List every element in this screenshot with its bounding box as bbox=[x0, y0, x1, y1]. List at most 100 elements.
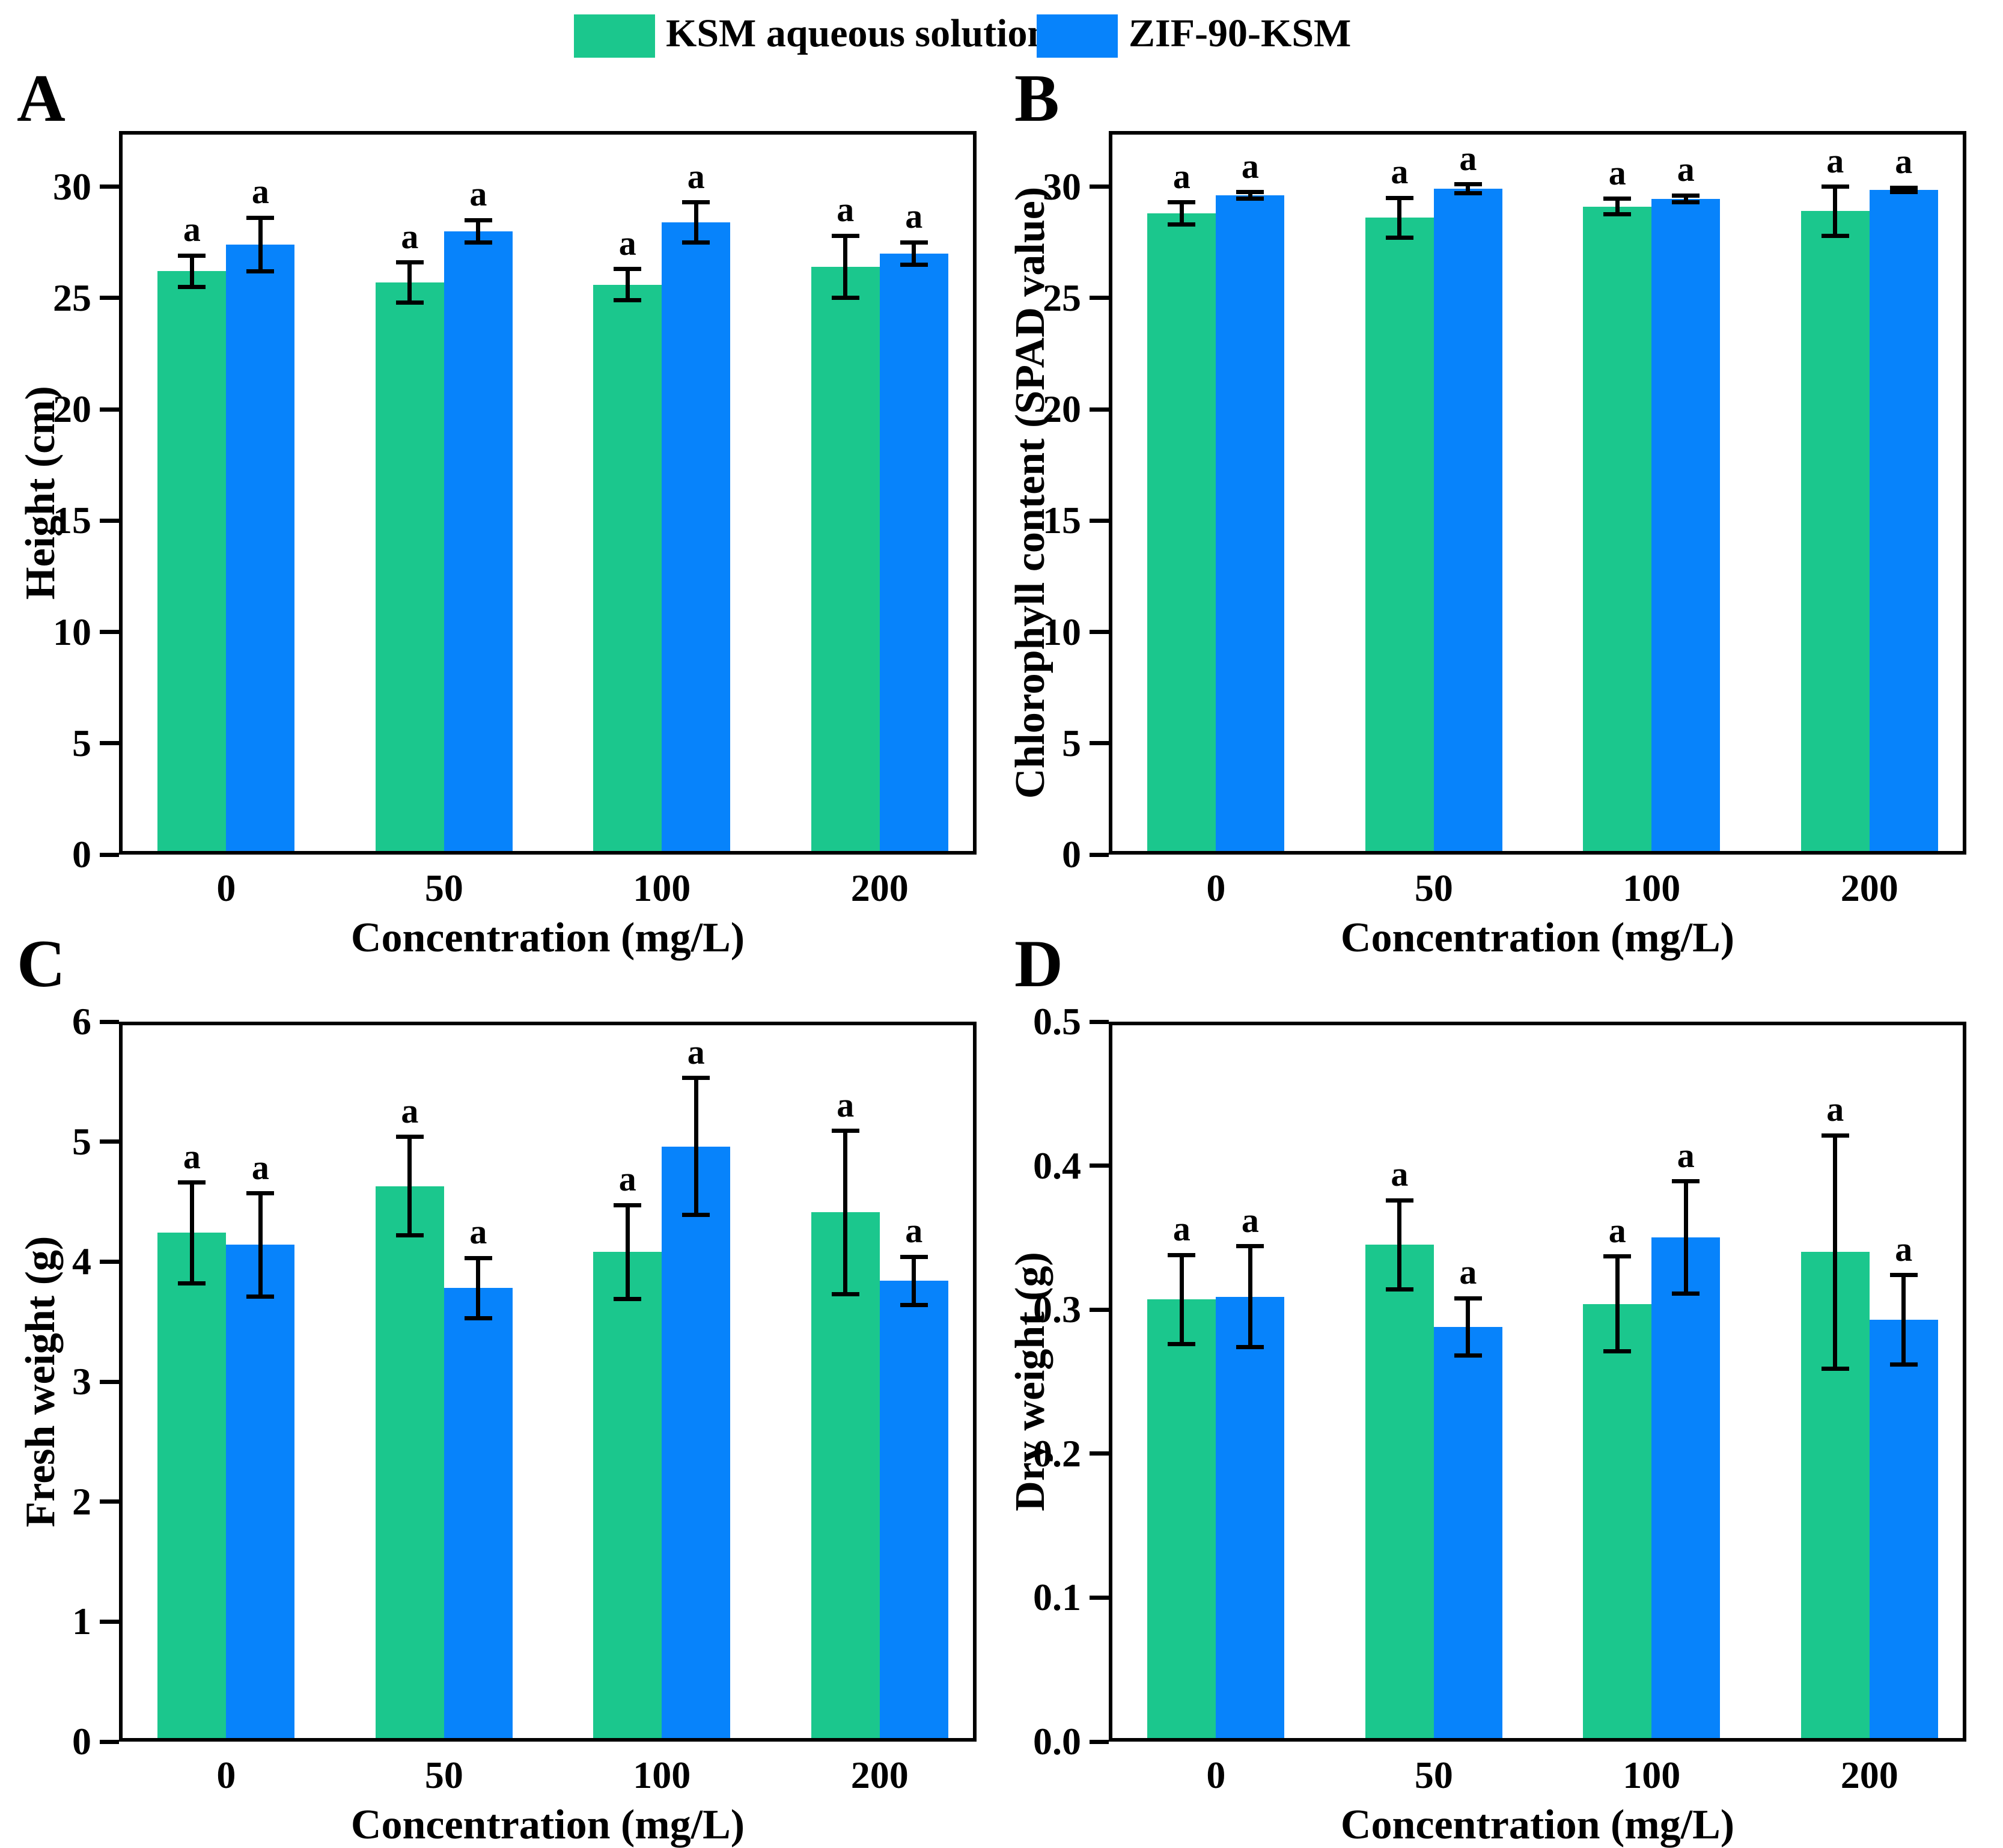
y-tick-label: 2 bbox=[72, 1480, 91, 1523]
x-tick-label: 0 bbox=[216, 1754, 236, 1796]
bar-C-ksm-200 bbox=[811, 1212, 880, 1742]
error-bar bbox=[1833, 1135, 1838, 1369]
y-tick-mark bbox=[1090, 296, 1109, 300]
panel-letter-B: B bbox=[1014, 61, 1059, 136]
y-tick-mark bbox=[100, 1499, 119, 1504]
significance-label: a bbox=[1172, 1209, 1191, 1249]
bar-D-ksm-100 bbox=[1583, 1304, 1652, 1742]
error-bar-cap-top bbox=[1454, 182, 1482, 187]
significance-label: a bbox=[251, 172, 269, 212]
legend-color-swatch-zif bbox=[1037, 14, 1118, 58]
panel-letter-D: D bbox=[1014, 927, 1063, 1001]
error-bar bbox=[1615, 1256, 1620, 1352]
error-bar-cap-bottom bbox=[614, 1296, 642, 1301]
bar-A-ksm-100 bbox=[593, 284, 662, 855]
y-tick-mark bbox=[100, 1259, 119, 1264]
error-bar bbox=[407, 1136, 412, 1236]
significance-label: a bbox=[837, 190, 855, 230]
significance-label: a bbox=[1895, 142, 1913, 181]
error-bar-cap-top bbox=[831, 1129, 859, 1133]
bar-D-zif-200 bbox=[1869, 1319, 1938, 1742]
error-bar-cap-bottom bbox=[1236, 1344, 1264, 1349]
bar-C-ksm-0 bbox=[157, 1233, 227, 1742]
error-bar bbox=[189, 255, 194, 287]
x-tick-label: 200 bbox=[1840, 1754, 1898, 1796]
error-bar-cap-bottom bbox=[900, 1302, 928, 1307]
plot-box-C bbox=[119, 1022, 977, 1742]
y-tick-mark bbox=[1090, 407, 1109, 412]
bar-B-zif-0 bbox=[1216, 195, 1285, 855]
x-tick-label: 50 bbox=[424, 1754, 463, 1796]
y-tick-mark bbox=[100, 1739, 119, 1744]
error-bar bbox=[258, 1193, 263, 1297]
error-bar-cap-top bbox=[1672, 193, 1700, 198]
error-bar-cap-bottom bbox=[1603, 212, 1632, 217]
y-tick-label: 5 bbox=[72, 1120, 91, 1163]
bar-B-ksm-0 bbox=[1147, 213, 1216, 855]
error-bar-cap-bottom bbox=[1385, 236, 1413, 240]
bar-B-ksm-50 bbox=[1365, 218, 1434, 855]
error-bar bbox=[189, 1182, 194, 1284]
bar-C-zif-200 bbox=[879, 1281, 948, 1742]
y-tick-mark bbox=[100, 1379, 119, 1384]
x-tick-label: 100 bbox=[1623, 1754, 1681, 1796]
error-bar-cap-top bbox=[1236, 190, 1264, 195]
error-bar bbox=[1179, 1255, 1184, 1344]
error-bar-cap-bottom bbox=[395, 1233, 424, 1237]
bar-A-zif-50 bbox=[444, 231, 513, 855]
significance-label: a bbox=[618, 1159, 636, 1199]
x-axis-title-D: Concentration (mg/L) bbox=[1340, 1802, 1735, 1848]
significance-label: a bbox=[905, 1211, 923, 1251]
bar-C-zif-50 bbox=[444, 1288, 513, 1742]
error-bar-cap-top bbox=[1821, 184, 1849, 189]
significance-label: a bbox=[1826, 141, 1844, 180]
x-tick-label: 50 bbox=[1414, 867, 1453, 909]
error-bar-cap-bottom bbox=[831, 1291, 859, 1296]
bar-D-zif-0 bbox=[1216, 1296, 1285, 1742]
y-tick-mark bbox=[1090, 1595, 1109, 1600]
error-bar-cap-top bbox=[246, 215, 275, 220]
error-bar bbox=[1248, 192, 1252, 199]
x-axis-title-A: Concentration (mg/L) bbox=[350, 915, 745, 961]
error-bar-cap-bottom bbox=[1889, 190, 1918, 195]
bar-A-ksm-50 bbox=[375, 282, 444, 855]
bar-D-zif-100 bbox=[1651, 1237, 1721, 1742]
x-tick-label: 0 bbox=[1206, 1754, 1226, 1796]
bar-C-zif-100 bbox=[662, 1146, 731, 1742]
y-tick-mark bbox=[100, 1619, 119, 1624]
y-tick-label: 15 bbox=[1043, 499, 1081, 542]
significance-label: a bbox=[1608, 1210, 1626, 1250]
error-bar bbox=[912, 1257, 916, 1305]
y-tick-label: 30 bbox=[1043, 165, 1081, 208]
bar-C-zif-0 bbox=[226, 1245, 295, 1742]
error-bar bbox=[625, 269, 630, 300]
error-bar-cap-top bbox=[614, 1203, 642, 1207]
error-bar-cap-top bbox=[1168, 1252, 1196, 1257]
error-bar-cap-bottom bbox=[246, 269, 275, 273]
y-axis-title-C: Fresh weight (g) bbox=[17, 1236, 64, 1528]
error-bar bbox=[843, 1130, 848, 1295]
y-tick-mark bbox=[100, 184, 119, 189]
error-bar bbox=[1179, 202, 1184, 225]
significance-label: a bbox=[905, 197, 923, 236]
x-axis-title-C: Concentration (mg/L) bbox=[350, 1802, 745, 1848]
y-tick-label: 0.3 bbox=[1033, 1288, 1081, 1331]
y-tick-mark bbox=[1090, 1451, 1109, 1456]
error-bar-cap-bottom bbox=[1454, 191, 1482, 196]
error-bar bbox=[407, 262, 412, 303]
y-tick-label: 30 bbox=[53, 165, 91, 208]
y-tick-mark bbox=[1090, 184, 1109, 189]
legend-label-zif: ZIF-90-KSM bbox=[1129, 11, 1352, 55]
error-bar-cap-bottom bbox=[1603, 1349, 1632, 1354]
plot-box-B bbox=[1109, 131, 1966, 855]
error-bar bbox=[694, 202, 698, 243]
y-tick-mark bbox=[1090, 518, 1109, 523]
y-tick-mark bbox=[1090, 1019, 1109, 1024]
y-tick-label: 4 bbox=[72, 1240, 91, 1283]
y-tick-mark bbox=[1090, 852, 1109, 857]
y-tick-label: 10 bbox=[53, 610, 91, 653]
significance-label: a bbox=[837, 1085, 855, 1124]
y-tick-label: 5 bbox=[1062, 721, 1081, 764]
error-bar bbox=[1683, 1181, 1688, 1294]
